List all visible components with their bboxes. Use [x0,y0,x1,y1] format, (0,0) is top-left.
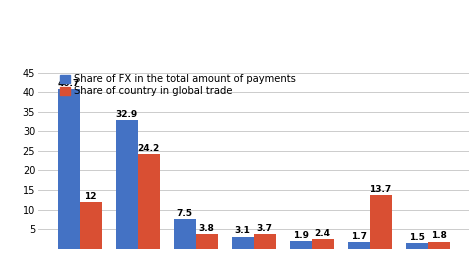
Bar [406,243,428,249]
Text: 1.8: 1.8 [431,232,447,240]
Text: 7.5: 7.5 [176,209,192,218]
Bar [231,236,254,249]
Bar [428,242,450,249]
Text: 1.7: 1.7 [351,232,366,241]
Bar [290,241,311,249]
Text: 3.8: 3.8 [199,224,215,233]
Text: 1.5: 1.5 [409,233,425,242]
Bar [254,234,276,249]
Text: 3.1: 3.1 [235,226,250,235]
Text: 40.7: 40.7 [57,79,80,88]
Text: 12: 12 [84,191,97,200]
Bar [173,219,196,249]
Bar [196,234,218,249]
Bar [80,202,101,249]
Bar [137,154,160,249]
Bar [311,239,334,249]
Bar [370,195,392,249]
Bar [347,242,370,249]
Text: 2.4: 2.4 [315,229,331,238]
Text: 1.9: 1.9 [292,231,309,240]
Text: 24.2: 24.2 [137,144,160,153]
Legend: Share of FX in the total amount of payments, Share of country in global trade: Share of FX in the total amount of payme… [60,74,296,97]
Text: 32.9: 32.9 [116,110,137,119]
Text: 13.7: 13.7 [370,185,392,194]
Text: 3.7: 3.7 [256,224,273,233]
Bar [57,89,80,249]
Bar [116,120,137,249]
